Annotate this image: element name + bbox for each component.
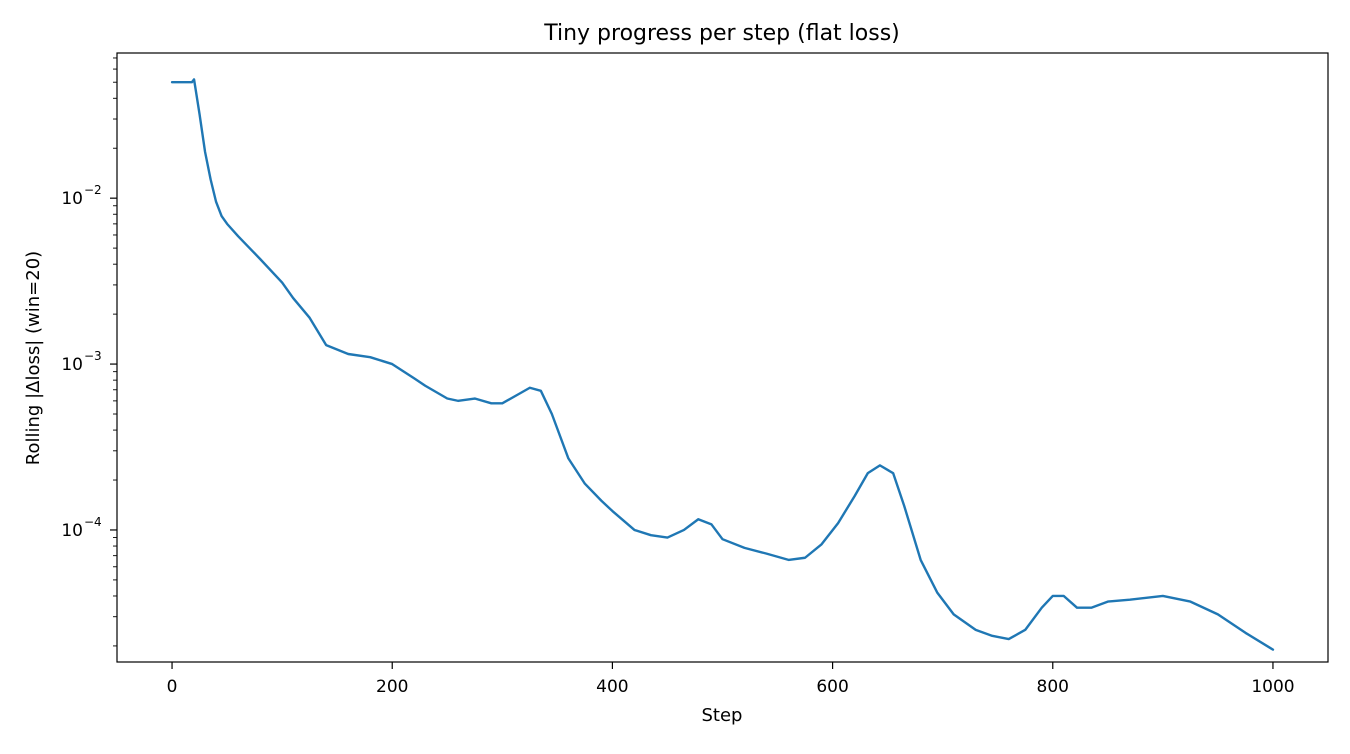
x-tick-label: 1000 [1251, 677, 1294, 697]
y-tick-exponent: −3 [84, 349, 102, 363]
series-line [170, 78, 1275, 651]
y-axis-label: Rolling |Δloss| (win=20) [23, 251, 44, 465]
y-tick-base: 10 [61, 189, 83, 209]
y-tick-exponent: −4 [84, 515, 102, 529]
series-layer [170, 78, 1275, 651]
y-tick-label: 10 [61, 521, 83, 541]
x-axis-label: Step [702, 705, 743, 726]
x-tick-label: 400 [596, 677, 628, 697]
x-axis: 0 200 400 600 800 1000 [167, 662, 1295, 697]
y-tick-base: 10 [61, 521, 83, 541]
x-tick-label: 600 [816, 677, 848, 697]
plot-frame [116, 52, 1329, 663]
y-tick-label: 10 [61, 189, 83, 209]
y-tick-label: 10 [61, 355, 83, 375]
x-tick-label: 200 [376, 677, 408, 697]
x-tick-label: 800 [1037, 677, 1069, 697]
y-tick-exponent: −2 [84, 183, 102, 197]
x-tick-label: 0 [167, 677, 178, 697]
chart-title: Tiny progress per step (flat loss) [543, 21, 900, 46]
plot-area [116, 52, 1329, 663]
y-tick-base: 10 [61, 355, 83, 375]
y-axis: 10−210−310−4 [61, 57, 117, 647]
